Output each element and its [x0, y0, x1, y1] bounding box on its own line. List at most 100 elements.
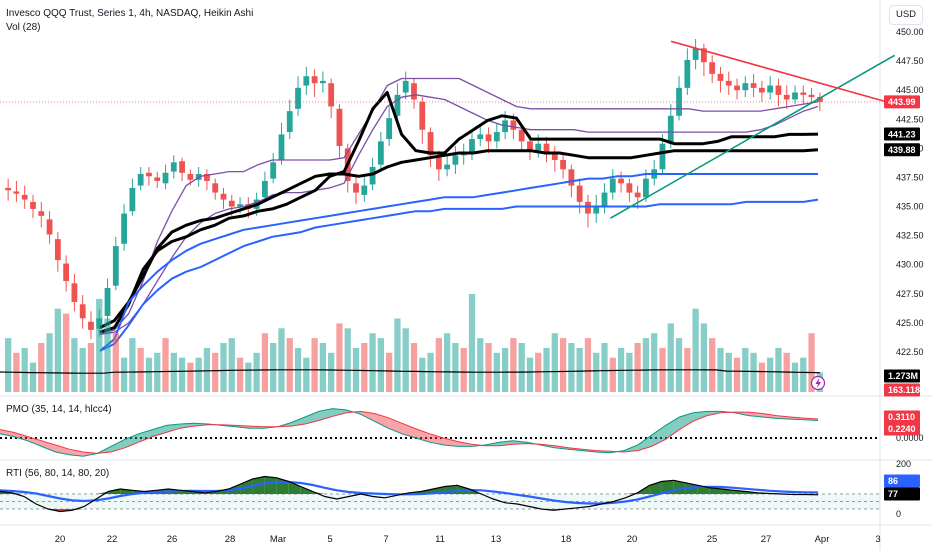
candle-body [527, 141, 533, 151]
candle-body [328, 83, 335, 107]
candle-body [5, 187, 12, 191]
volume-bar [5, 338, 12, 392]
candle-body [179, 161, 185, 173]
pmo-fill [110, 439, 125, 452]
candle-body [643, 178, 649, 198]
candle-body [336, 108, 343, 147]
time-tick-label: 25 [707, 534, 718, 545]
candle-body [634, 192, 641, 198]
volume-bar [692, 308, 699, 392]
candle-body [295, 87, 301, 109]
time-tick-label: 27 [761, 534, 772, 545]
candle-body [502, 120, 509, 133]
candle-body [63, 263, 70, 282]
kijun-line [99, 91, 819, 334]
volume-bar [145, 357, 153, 392]
price-axis: 450.00447.50445.00442.50440.00437.50435.… [896, 27, 924, 519]
volume-bar [394, 318, 401, 392]
time-tick-label: 7 [383, 534, 388, 545]
candle-body [701, 48, 707, 63]
candle-body [444, 164, 451, 170]
candle-body [30, 201, 36, 209]
pmo-pane [0, 408, 880, 457]
price-tick-label: 422.50 [896, 347, 924, 357]
volume-tag: 1.273M [888, 371, 918, 381]
falling-trendline [670, 40, 895, 105]
volume-bar [485, 343, 492, 392]
price-tick-label: 450.00 [896, 27, 924, 37]
time-tick-label: Mar [270, 534, 286, 545]
candle-body [717, 73, 724, 81]
time-tick-label: 5 [327, 534, 332, 545]
candle-body [146, 172, 152, 177]
volume-bar [203, 347, 211, 392]
rti-signal-line [0, 480, 819, 505]
volume-bar [79, 347, 86, 392]
pmo-tag-bg [884, 410, 920, 424]
rti-pane [0, 475, 880, 513]
candle-body [767, 85, 774, 93]
time-tick-label: 11 [435, 534, 445, 545]
candle-body [427, 132, 434, 156]
volume-bar [626, 352, 633, 392]
volume-bar [584, 338, 592, 392]
pmo-fill [388, 417, 403, 434]
volume-bar [170, 352, 177, 392]
candle-body [709, 62, 716, 74]
black-slow-line [99, 148, 819, 329]
rti-overbought-fill [709, 487, 722, 494]
volume-bar [386, 352, 393, 392]
rti-overbought-fill [264, 476, 277, 494]
candle-body [800, 92, 807, 95]
lower-band-2-line [99, 198, 819, 352]
lower-band-line [99, 173, 818, 352]
candle-body [154, 177, 161, 181]
pmo-fill [457, 441, 472, 447]
volume-bar [468, 294, 476, 392]
candle-body [792, 92, 798, 100]
volume-bar [742, 347, 749, 392]
volume-bar [543, 347, 550, 392]
volume-bar [228, 338, 235, 392]
volume-bar [800, 357, 807, 392]
price-tag-bg [884, 143, 920, 157]
candle-body [692, 48, 699, 60]
volume-bar [245, 362, 252, 392]
volume-bar [419, 357, 426, 392]
flash-icon[interactable] [810, 375, 826, 391]
time-axis: 20 22 26 28 Mar 5 7 11 13 18 20 25 27 Apr 3 [55, 534, 881, 545]
candlestick-series [5, 38, 823, 340]
candle-body [535, 143, 542, 151]
time-tick-label: 22 [107, 534, 118, 545]
volume-bar [120, 357, 128, 392]
pmo-fill [429, 433, 444, 445]
currency-button[interactable]: USD [889, 5, 923, 25]
volume-bar [477, 338, 484, 392]
pmo-indicator-label[interactable]: PMO (35, 14, 14, hlcc4) [6, 404, 112, 415]
volume-indicator-label[interactable]: Vol (28) [6, 22, 41, 33]
volume-bar [559, 338, 567, 392]
volume-bar [675, 338, 683, 392]
candle-body [609, 178, 616, 193]
volume-bar [377, 338, 385, 392]
price-tick-label: 435.00 [896, 202, 924, 212]
candle-body [104, 288, 111, 316]
volume-tag-bg [884, 369, 920, 383]
candle-body [88, 321, 94, 330]
rti-indicator-label[interactable]: RTI (56, 80, 14, 80, 20) [6, 468, 110, 479]
candle-body [411, 83, 417, 100]
price-tags: 443.99 441.23 439.88 1.273M 163.118K 0.3110 0.… [884, 95, 927, 501]
pmo-fill [69, 449, 84, 457]
volume-bar [162, 338, 169, 392]
pmo-fill [679, 412, 694, 430]
candle-body [477, 134, 484, 140]
volume-bar [328, 352, 335, 392]
upper-band-line [99, 77, 819, 336]
volume-bar [336, 323, 343, 392]
volume-bar [651, 333, 658, 392]
volume-bar [410, 343, 418, 392]
time-tick-label: Apr [815, 534, 830, 545]
pmo-tick-label: 0.0000 [896, 433, 924, 443]
candle-body [659, 143, 666, 170]
